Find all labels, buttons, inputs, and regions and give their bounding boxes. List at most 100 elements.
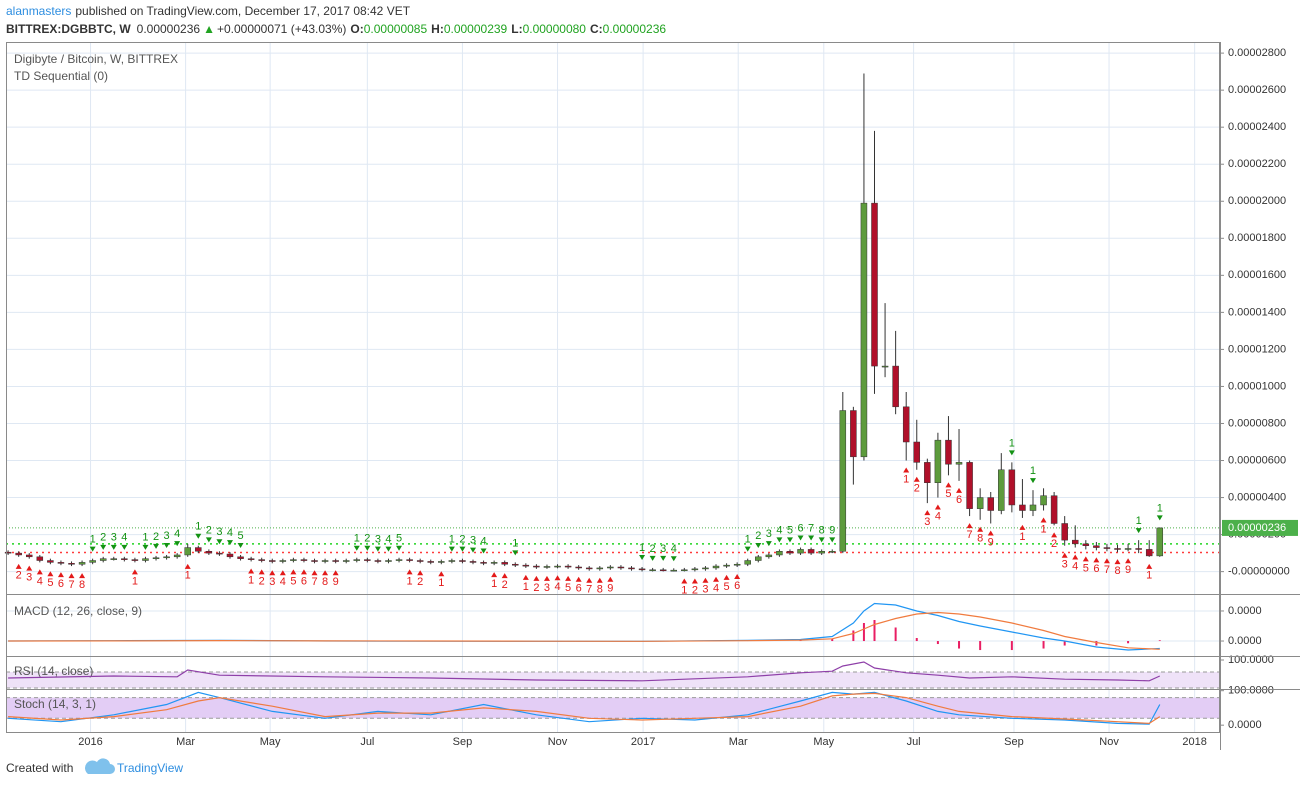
candle-body bbox=[533, 565, 540, 568]
td-buy-count: 8 bbox=[1114, 565, 1120, 577]
candle-body bbox=[427, 561, 434, 563]
td-buy-arrow bbox=[300, 569, 307, 575]
td-buy-arrow bbox=[1146, 563, 1153, 569]
td-sell-count: 1 bbox=[1136, 515, 1142, 527]
td-buy-count: 4 bbox=[37, 575, 43, 587]
td-sell-arrow bbox=[100, 544, 107, 550]
td-sell-count: 1 bbox=[142, 532, 148, 544]
candle-body bbox=[596, 567, 604, 570]
td-sell-arrow bbox=[765, 541, 772, 547]
pane-title: Stoch (14, 3, 1) bbox=[14, 697, 96, 711]
td-buy-arrow bbox=[554, 575, 561, 581]
x-tick-label: Sep bbox=[453, 736, 473, 748]
td-sell-count: 2 bbox=[364, 533, 370, 545]
candle-body bbox=[670, 569, 678, 572]
candle-body bbox=[807, 549, 815, 554]
td-sell-count: 3 bbox=[470, 534, 476, 546]
td-buy-arrow bbox=[1093, 557, 1100, 563]
header: alanmasters published on TradingView.com,… bbox=[6, 4, 666, 36]
td-sell-count: 2 bbox=[153, 531, 159, 543]
plot-layer: 2016 Mar May Jul Sep Nov 2017 Mar May Jul Sep Nov 20… bbox=[4, 43, 1298, 748]
candle-body bbox=[480, 562, 487, 564]
td-buy-count: 2 bbox=[914, 483, 920, 495]
brand: TradingView bbox=[117, 761, 183, 775]
td-buy-arrow bbox=[702, 577, 709, 583]
x-tick-label: 2016 bbox=[78, 736, 102, 748]
candle-body bbox=[871, 202, 878, 367]
candle-body bbox=[237, 556, 244, 559]
candle-body bbox=[448, 560, 456, 562]
td-buy-count: 3 bbox=[26, 572, 32, 584]
y-tick-label: 0.00002200 bbox=[1228, 158, 1286, 170]
candle-body bbox=[279, 560, 287, 562]
td-sell-arrow bbox=[353, 545, 360, 551]
candle-body bbox=[744, 560, 751, 565]
y-tick-label: 0.00001400 bbox=[1228, 306, 1286, 318]
candle-body bbox=[385, 560, 392, 562]
close: 0.00000236 bbox=[603, 22, 667, 36]
td-buy-count: 6 bbox=[58, 578, 64, 590]
candle-body bbox=[216, 552, 223, 555]
candle-body bbox=[702, 567, 709, 570]
y-tick-label: 0.0000 bbox=[1228, 719, 1262, 731]
td-buy-count: 8 bbox=[322, 576, 328, 588]
td-sell-arrow bbox=[829, 537, 836, 543]
td-sell-arrow bbox=[216, 539, 223, 545]
td-buy-count: 6 bbox=[576, 583, 582, 595]
candle-body bbox=[543, 566, 551, 568]
candle-body bbox=[311, 560, 318, 562]
candle-body bbox=[860, 202, 868, 458]
candle-body bbox=[247, 558, 255, 560]
td-sell-count: 5 bbox=[396, 533, 402, 545]
candle-body bbox=[966, 462, 973, 509]
td-buy-count: 3 bbox=[1062, 559, 1068, 571]
x-tick-label: 2017 bbox=[631, 736, 655, 748]
td-sell-count: 4 bbox=[385, 534, 391, 546]
open-label: O: bbox=[350, 22, 363, 36]
td-sell-arrow bbox=[142, 544, 149, 550]
td-buy-arrow bbox=[290, 569, 297, 575]
td-sell-arrow bbox=[512, 550, 519, 556]
td-buy-arrow bbox=[575, 576, 582, 582]
x-tick-label: May bbox=[260, 736, 281, 748]
td-sell-count: 4 bbox=[121, 532, 127, 544]
candle-body bbox=[797, 549, 804, 554]
footer: Created with TradingView bbox=[6, 758, 183, 775]
td-buy-arrow bbox=[26, 565, 33, 571]
candle-body bbox=[152, 557, 160, 559]
publish-line: alanmasters published on TradingView.com,… bbox=[6, 4, 411, 18]
candle-body bbox=[47, 560, 54, 563]
td-sell-count: 1 bbox=[354, 533, 360, 545]
td-sell-arrow bbox=[374, 546, 381, 552]
td-buy-arrow bbox=[248, 568, 255, 574]
td-buy-count: 1 bbox=[132, 575, 138, 587]
td-buy-arrow bbox=[607, 576, 614, 582]
candle-body bbox=[1124, 548, 1132, 550]
td-sell-arrow bbox=[1029, 478, 1036, 484]
candle-body bbox=[987, 497, 994, 511]
candle-body bbox=[89, 560, 96, 563]
candle-body bbox=[733, 563, 741, 566]
y-tick-label: 0.00001000 bbox=[1228, 380, 1286, 392]
td-sell-count: 1 bbox=[1030, 465, 1036, 477]
indicator-line bbox=[8, 661, 1161, 682]
td-buy-count: 5 bbox=[724, 581, 730, 593]
high: 0.00000239 bbox=[444, 22, 508, 36]
td-buy-count: 6 bbox=[301, 575, 307, 587]
td-buy-count: 2 bbox=[16, 570, 22, 582]
td-sell-arrow bbox=[364, 545, 371, 551]
td-sell-arrow bbox=[174, 541, 181, 547]
td-sell-arrow bbox=[808, 535, 815, 541]
td-buy-count: 1 bbox=[903, 473, 909, 485]
td-sell-arrow bbox=[163, 542, 170, 548]
td-buy-arrow bbox=[1082, 556, 1089, 562]
td-buy-count: 6 bbox=[734, 580, 740, 592]
td-buy-count: 1 bbox=[681, 584, 687, 596]
low-label: L: bbox=[511, 22, 522, 36]
candle-body bbox=[934, 439, 942, 483]
td-buy-count: 5 bbox=[945, 488, 951, 500]
td-buy-arrow bbox=[565, 575, 572, 581]
candle-body bbox=[892, 365, 899, 408]
td-buy-arrow bbox=[417, 570, 424, 576]
td-buy-count: 7 bbox=[311, 576, 317, 588]
